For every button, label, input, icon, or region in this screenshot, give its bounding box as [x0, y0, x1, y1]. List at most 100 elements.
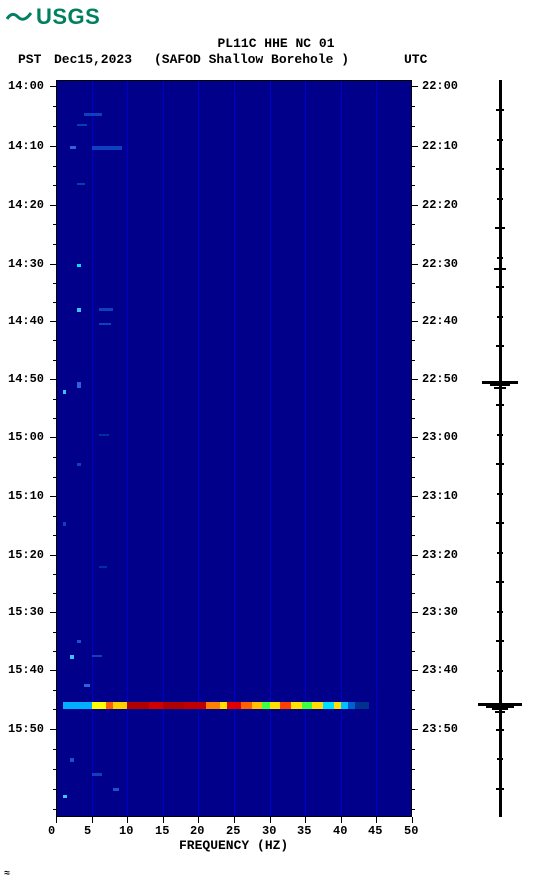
waveform-noise — [496, 404, 504, 406]
y-minor-left — [53, 302, 56, 303]
waveform-noise — [497, 316, 503, 318]
y-tick-label-left: 15:20 — [8, 548, 44, 562]
y-tick-label-right: 22:00 — [422, 79, 458, 93]
y-minor-left — [53, 809, 56, 810]
waveform-noise — [497, 670, 503, 672]
event-band-seg — [302, 702, 312, 709]
y-minor-left — [53, 593, 56, 594]
event-band-seg — [341, 702, 348, 709]
spec-speckle — [77, 308, 81, 312]
y-minor-right — [412, 244, 415, 245]
y-minor-right — [412, 457, 415, 458]
y-tick-left — [50, 264, 56, 265]
y-tick-label-right: 23:40 — [422, 663, 458, 677]
usgs-logo: USGS — [6, 4, 100, 30]
y-tick-left — [50, 379, 56, 380]
y-minor-right — [412, 535, 415, 536]
y-minor-left — [53, 457, 56, 458]
y-tick-label-right: 23:00 — [422, 430, 458, 444]
y-tick-label-left: 15:50 — [8, 722, 44, 736]
event-band-seg — [92, 702, 106, 709]
waveform-noise — [497, 758, 503, 760]
waveform-noise — [497, 434, 503, 436]
y-tick-right — [412, 555, 418, 556]
usgs-wave-icon — [6, 5, 32, 30]
waveform-noise — [497, 139, 503, 141]
event-band-seg — [184, 702, 206, 709]
y-minor-right — [412, 709, 415, 710]
spec-speckle — [92, 146, 122, 150]
tz-right-label: UTC — [404, 52, 427, 67]
station-title: PL11C HHE NC 01 — [0, 36, 552, 51]
footer-mark: ≈ — [4, 869, 10, 880]
spec-speckle — [92, 773, 102, 776]
event-band-seg — [291, 702, 302, 709]
event-band-seg — [149, 702, 163, 709]
waveform-noise — [496, 581, 504, 583]
waveform-noise — [496, 109, 504, 111]
y-minor-left — [53, 651, 56, 652]
y-tick-label-left: 14:00 — [8, 79, 44, 93]
x-tick-label: 5 — [84, 824, 91, 838]
y-minor-left — [53, 477, 56, 478]
y-minor-left — [53, 516, 56, 517]
date-label: Dec15,2023 — [54, 52, 132, 67]
x-tick — [270, 817, 271, 823]
waveform-noise — [496, 168, 504, 170]
x-tick-label: 45 — [368, 824, 382, 838]
y-tick-left — [50, 437, 56, 438]
tz-left-label: PST — [18, 52, 41, 67]
y-tick-label-left: 15:30 — [8, 605, 44, 619]
waveform-noise — [496, 788, 504, 790]
event-band-seg — [323, 702, 334, 709]
y-minor-right — [412, 769, 415, 770]
event-band-seg — [348, 702, 355, 709]
spec-speckle — [77, 640, 81, 643]
waveform-noise — [497, 493, 503, 495]
y-minor-right — [412, 166, 415, 167]
y-minor-right — [412, 749, 415, 750]
y-minor-right — [412, 632, 415, 633]
event-band-seg — [113, 702, 127, 709]
y-tick-right — [412, 437, 418, 438]
y-minor-left — [53, 166, 56, 167]
x-tick-label: 25 — [226, 824, 240, 838]
y-minor-right — [412, 126, 415, 127]
waveform-noise — [496, 640, 504, 642]
y-minor-left — [53, 690, 56, 691]
waveform-noise — [496, 463, 504, 465]
waveform-noise — [496, 729, 504, 731]
y-tick-left — [50, 205, 56, 206]
waveform-noise — [497, 198, 503, 200]
x-tick-label: 35 — [297, 824, 311, 838]
y-tick-label-left: 15:10 — [8, 489, 44, 503]
y-tick-right — [412, 321, 418, 322]
x-tick — [376, 817, 377, 823]
y-tick-label-left: 14:30 — [8, 257, 44, 271]
spec-speckle — [77, 382, 81, 388]
y-minor-right — [412, 283, 415, 284]
y-minor-right — [412, 224, 415, 225]
y-minor-right — [412, 789, 415, 790]
x-tick — [56, 817, 57, 823]
y-minor-right — [412, 106, 415, 107]
x-tick-label: 15 — [155, 824, 169, 838]
y-tick-left — [50, 555, 56, 556]
y-minor-right — [412, 340, 415, 341]
event-band-seg — [270, 702, 280, 709]
waveform-noise — [496, 522, 504, 524]
event-band-seg — [106, 702, 113, 709]
y-tick-label-right: 22:10 — [422, 139, 458, 153]
event-band-seg — [227, 702, 241, 709]
x-tick-label: 0 — [48, 824, 55, 838]
event-band-seg — [163, 702, 184, 709]
spec-speckle — [63, 522, 66, 526]
spec-speckle — [63, 795, 67, 798]
y-tick-left — [50, 670, 56, 671]
y-tick-label-left: 15:00 — [8, 430, 44, 444]
event-band-seg — [355, 702, 369, 709]
y-minor-left — [53, 126, 56, 127]
spec-speckle — [99, 434, 109, 436]
y-minor-left — [53, 360, 56, 361]
y-minor-left — [53, 709, 56, 710]
